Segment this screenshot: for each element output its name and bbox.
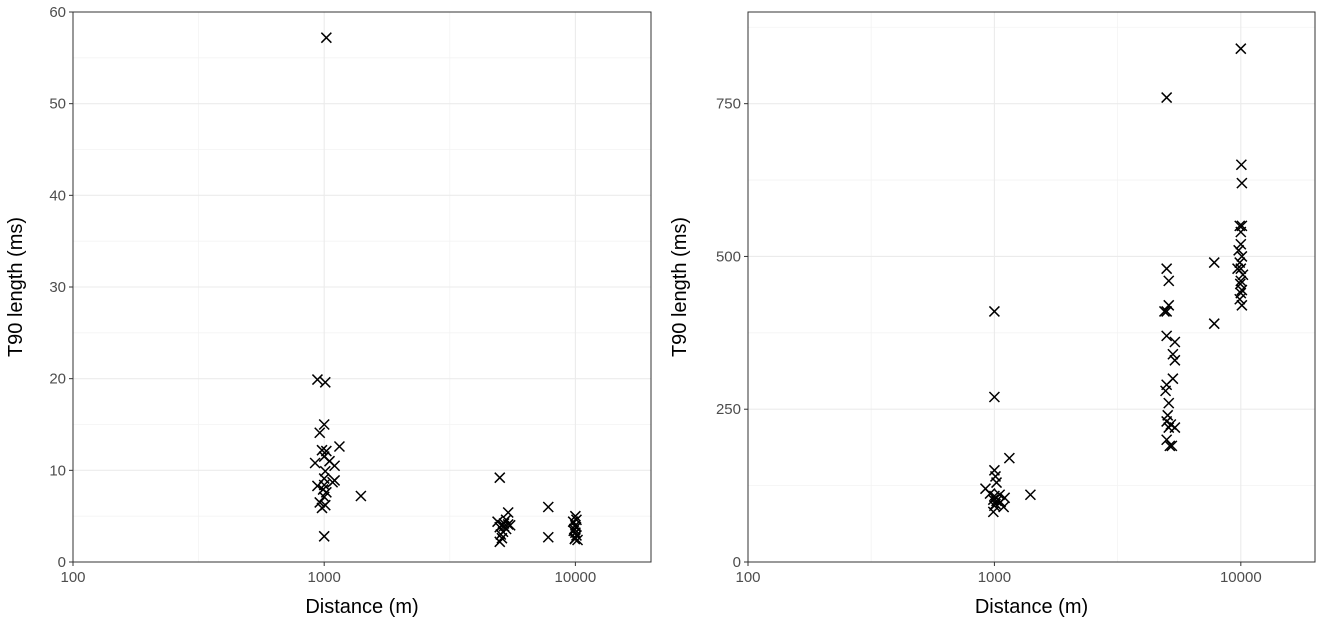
right-data-point [1161,92,1173,104]
right-data-point [1208,318,1220,330]
left-data-point [319,376,331,388]
right-data-point [1169,336,1181,348]
right-data-point [1208,257,1220,269]
right-data-point [1235,226,1247,238]
left-y-tick-label: 20 [49,371,66,388]
right-x-tick-label: 1000 [978,569,1011,586]
right-data-point [1161,330,1173,342]
right-data-point [1235,263,1247,275]
right-data-point [1236,250,1248,262]
left-data-point [318,530,330,542]
left-data-point [318,418,330,431]
right-data-point [987,506,999,518]
left-scatter-panel: 100 1000 10000 0 10 20 30 40 50 60 Distance (m) T90… [5,4,652,618]
right-data-point [1163,275,1175,287]
left-y-tick-label: 60 [49,4,66,21]
right-data-point [1235,238,1247,250]
left-data-point [568,525,580,537]
left-x-tick-label: 1000 [308,569,341,586]
right-data-point [1164,440,1176,452]
right-data-point [1161,305,1173,317]
left-y-tick-label: 10 [49,462,66,479]
left-data-point [314,496,326,508]
left-data-point [494,536,506,548]
right-data-point [1234,293,1246,305]
left-y-tick-label: 0 [58,554,66,571]
right-data-point [1169,354,1181,366]
left-y-axis-title: T90 length (ms) [5,217,27,357]
left-data-point [311,374,323,386]
right-data-point [1024,489,1036,501]
right-y-tick-label: 250 [716,401,741,418]
left-data-point [316,502,328,514]
right-data-point [1163,397,1175,409]
right-data-point [1236,177,1248,189]
right-data-point [1166,440,1178,452]
right-data-point [1235,43,1247,55]
right-data-point [988,391,1000,403]
right-data-point [1163,299,1175,311]
left-data-point [572,534,584,546]
right-x-tick-label: 10000 [1220,569,1262,586]
right-data-point [1233,244,1245,256]
left-data-point [314,427,326,439]
left-data-point [316,444,328,456]
right-data-point [1167,348,1179,360]
left-x-tick-label: 100 [60,569,85,586]
right-data-point [1161,263,1173,275]
right-y-tick-label: 500 [716,248,741,265]
right-x-axis-title: Distance (m) [975,596,1088,618]
left-data-point [329,460,341,472]
left-x-axis-title: Distance (m) [305,596,418,618]
right-data-point [988,305,1000,317]
right-x-tick-label: 100 [735,569,760,586]
right-data-point [1235,159,1247,171]
left-data-point [494,472,506,484]
right-data-point [1235,275,1247,287]
right-data-point [1236,284,1248,296]
right-data-point [991,477,1003,489]
right-data-point [1236,299,1248,311]
right-plot-frame [747,11,1316,563]
right-data-point [1160,385,1172,397]
left-y-tick-label: 40 [49,187,66,204]
right-y-tick-label: 750 [716,96,741,113]
left-x-tick-label: 10000 [555,569,597,586]
right-y-axis-title: T90 length (ms) [669,217,691,357]
right-data-point [1158,305,1171,317]
left-data-point [309,457,321,469]
left-data-point [329,474,341,486]
right-data-point [1003,452,1015,464]
right-data-point [998,501,1010,513]
left-y-tick-label: 30 [49,279,66,296]
left-data-point [333,440,345,453]
right-scatter-panel: 100 1000 10000 0 250 500 750 Distance (m) T90 le… [669,11,1316,618]
left-data-point [355,490,367,502]
right-data-point [1169,422,1181,434]
right-y-tick-label: 0 [733,554,741,571]
left-data-point [504,519,516,531]
left-data-point [542,531,554,543]
right-data-point [1237,269,1249,281]
right-plot-background [748,12,1315,562]
left-y-tick-label: 50 [49,96,66,113]
left-data-point [502,506,514,519]
left-data-point [542,501,554,513]
left-data-point [569,510,581,522]
left-data-point [320,32,332,44]
